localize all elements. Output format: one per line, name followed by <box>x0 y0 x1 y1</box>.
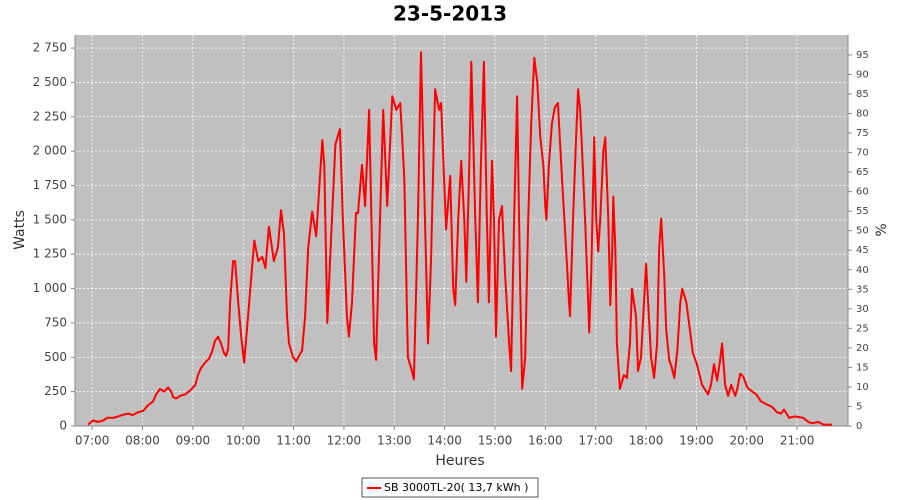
x-tick-label: 10:00 <box>226 434 261 448</box>
x-tick-label: 09:00 <box>176 434 211 448</box>
y-axis-label: Watts <box>12 210 28 250</box>
x-tick-label: 17:00 <box>578 434 613 448</box>
x-tick-label: 15:00 <box>478 434 513 448</box>
y2-axis-label: % <box>874 223 890 236</box>
y2-tick-label: 90 <box>856 69 869 80</box>
y-tick-label: 1 750 <box>33 178 67 192</box>
x-axis-label: Heures <box>435 453 484 469</box>
y2-tick-label: 70 <box>856 148 869 159</box>
y2-tick-label: 60 <box>856 187 869 198</box>
y-tick-label: 250 <box>44 384 67 398</box>
y2-tick-label: 20 <box>856 343 869 354</box>
x-tick-label: 14:00 <box>427 434 462 448</box>
y2-tick-label: 15 <box>856 362 869 373</box>
y2-tick-label: 75 <box>856 128 869 139</box>
y2-tick-label: 55 <box>856 206 869 217</box>
x-tick-label: 07:00 <box>75 434 110 448</box>
y2-tick-label: 65 <box>856 167 869 178</box>
plot-area <box>75 35 848 426</box>
y-tick-label: 2 500 <box>33 75 67 89</box>
y-tick-label: 750 <box>44 315 67 329</box>
y2-tick-label: 95 <box>856 50 869 61</box>
y-tick-label: 2 000 <box>33 144 67 158</box>
x-tick-label: 08:00 <box>125 434 160 448</box>
y2-tick-label: 50 <box>856 226 869 237</box>
x-tick-label: 21:00 <box>780 434 815 448</box>
y2-tick-label: 25 <box>856 323 869 334</box>
y2-tick-label: 45 <box>856 245 869 256</box>
x-tick-label: 16:00 <box>528 434 563 448</box>
y2-tick-label: 85 <box>856 89 869 100</box>
legend-box <box>361 477 539 498</box>
y2-tick-label: 80 <box>856 109 869 120</box>
y-tick-label: 1 250 <box>33 247 67 261</box>
y-tick-label: 2 750 <box>33 41 67 55</box>
y2-tick-label: 35 <box>856 284 869 295</box>
y2-tick-label: 5 <box>856 401 862 412</box>
x-tick-label: 20:00 <box>729 434 764 448</box>
y-tick-label: 1 500 <box>33 212 67 226</box>
y-tick-label: 500 <box>44 350 67 364</box>
y2-tick-label: 40 <box>856 265 869 276</box>
y-tick-label: 1 000 <box>33 281 67 295</box>
x-tick-label: 11:00 <box>276 434 311 448</box>
y-tick-label: 0 <box>59 419 67 433</box>
y2-tick-label: 0 <box>856 421 862 432</box>
x-tick-label: 13:00 <box>377 434 412 448</box>
y-tick-label: 2 250 <box>33 109 67 123</box>
x-tick-label: 12:00 <box>327 434 362 448</box>
x-tick-label: 18:00 <box>629 434 664 448</box>
x-tick-label: 19:00 <box>679 434 714 448</box>
chart-title: 23-5-2013 <box>393 2 507 26</box>
y2-tick-label: 10 <box>856 382 869 393</box>
y2-tick-label: 30 <box>856 304 869 315</box>
legend-label: SB 3000TL-20( 13,7 kWh ) <box>384 481 528 494</box>
data-line <box>87 51 832 426</box>
